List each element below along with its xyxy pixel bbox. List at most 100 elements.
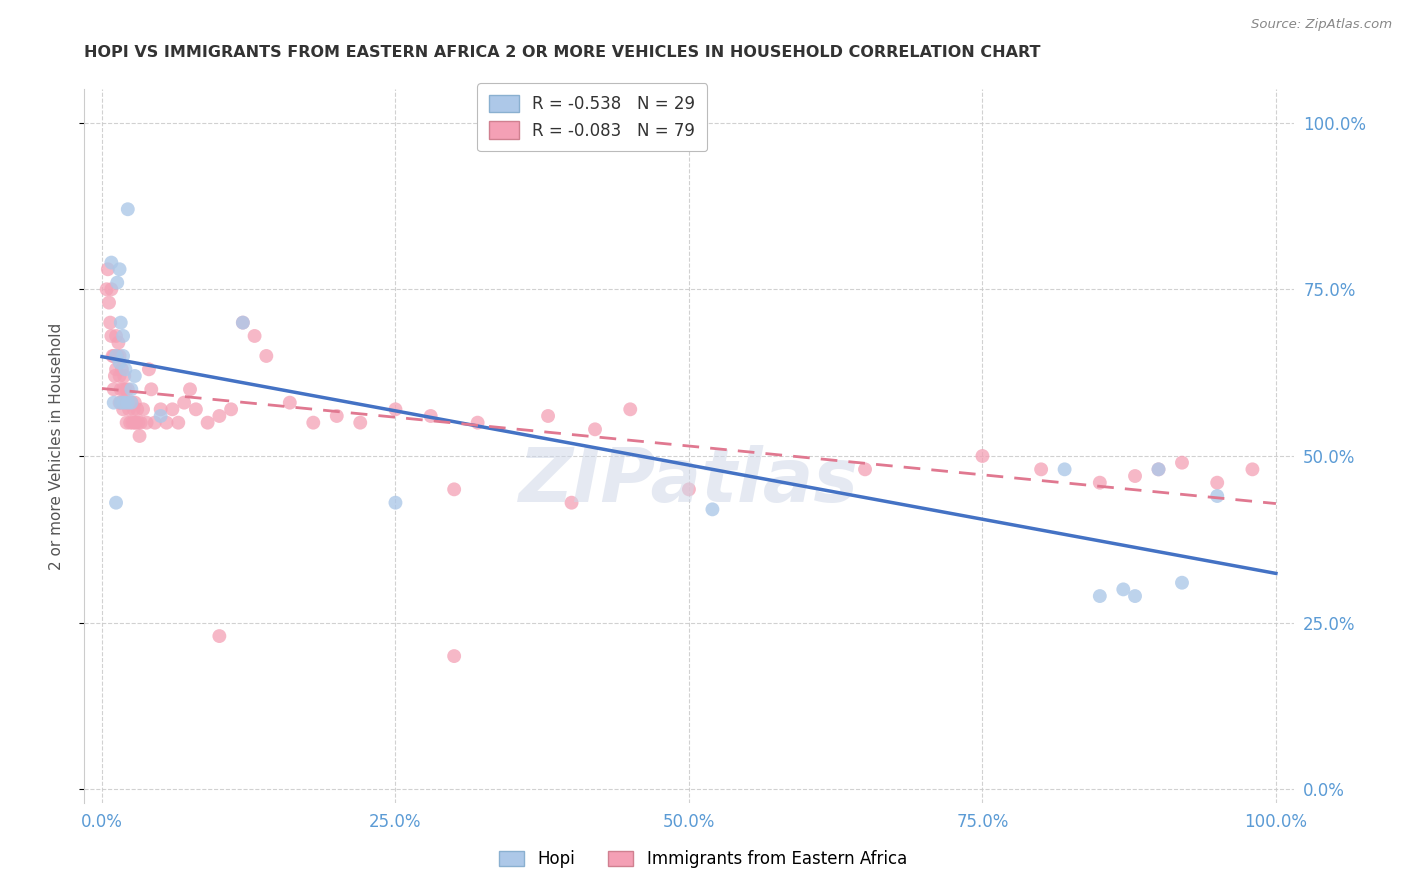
Point xyxy=(98,295,121,310)
Point xyxy=(384,402,406,417)
Text: HOPI VS IMMIGRANTS FROM EASTERN AFRICA 2 OR MORE VEHICLES IN HOUSEHOLD CORRELATI: HOPI VS IMMIGRANTS FROM EASTERN AFRICA 2… xyxy=(84,45,1040,60)
Point xyxy=(149,409,172,423)
Point xyxy=(443,649,465,664)
Point xyxy=(127,416,149,430)
Point xyxy=(108,349,131,363)
Point xyxy=(132,402,155,417)
Point xyxy=(1206,475,1229,490)
Point xyxy=(1206,489,1229,503)
Point xyxy=(117,382,139,396)
Text: Source: ZipAtlas.com: Source: ZipAtlas.com xyxy=(1251,18,1392,31)
Point xyxy=(278,395,301,409)
Point xyxy=(120,382,142,396)
Point xyxy=(155,416,177,430)
Point xyxy=(117,202,139,217)
Point xyxy=(100,282,122,296)
Point xyxy=(129,416,152,430)
Point xyxy=(105,349,128,363)
Point xyxy=(1241,462,1264,476)
Point xyxy=(112,395,135,409)
Point xyxy=(143,416,166,430)
Point xyxy=(128,429,150,443)
Point xyxy=(114,395,136,409)
Point xyxy=(1171,575,1194,590)
Point xyxy=(1123,469,1146,483)
Point xyxy=(105,496,128,510)
Point xyxy=(117,395,139,409)
Point xyxy=(167,416,190,430)
Point xyxy=(537,409,560,423)
Point xyxy=(112,329,135,343)
Point xyxy=(619,402,641,417)
Point xyxy=(561,496,583,510)
Point xyxy=(104,368,127,383)
Point xyxy=(110,395,132,409)
Point xyxy=(103,349,125,363)
Point xyxy=(254,349,277,363)
Point xyxy=(120,395,142,409)
Y-axis label: 2 or more Vehicles in Household: 2 or more Vehicles in Household xyxy=(49,322,63,570)
Point xyxy=(443,483,465,497)
Point xyxy=(197,416,219,430)
Point xyxy=(302,416,325,430)
Point xyxy=(232,316,254,330)
Point xyxy=(467,416,489,430)
Point xyxy=(135,416,157,430)
Text: ZIPatlas: ZIPatlas xyxy=(519,445,859,518)
Point xyxy=(111,362,134,376)
Point xyxy=(124,395,146,409)
Point xyxy=(127,402,149,417)
Point xyxy=(112,382,135,396)
Point xyxy=(108,262,131,277)
Point xyxy=(583,422,606,436)
Point xyxy=(125,416,148,430)
Point xyxy=(100,255,122,269)
Point xyxy=(349,416,371,430)
Point xyxy=(105,329,128,343)
Point xyxy=(1147,462,1170,476)
Point xyxy=(108,368,131,383)
Point xyxy=(326,409,349,423)
Point xyxy=(138,362,160,376)
Point xyxy=(108,356,131,370)
Point xyxy=(162,402,184,417)
Point xyxy=(702,502,724,516)
Point xyxy=(105,276,128,290)
Point xyxy=(232,316,254,330)
Point xyxy=(105,362,128,376)
Point xyxy=(112,402,135,417)
Point xyxy=(208,409,231,423)
Point xyxy=(115,416,138,430)
Point xyxy=(173,395,195,409)
Point xyxy=(100,329,122,343)
Legend: Hopi, Immigrants from Eastern Africa: Hopi, Immigrants from Eastern Africa xyxy=(492,844,914,875)
Point xyxy=(1088,475,1111,490)
Point xyxy=(98,316,121,330)
Point xyxy=(678,483,700,497)
Point xyxy=(384,496,406,510)
Point xyxy=(112,349,135,363)
Point xyxy=(108,395,131,409)
Point xyxy=(219,402,242,417)
Point xyxy=(1147,462,1170,476)
Point xyxy=(110,395,132,409)
Point xyxy=(118,402,141,417)
Point xyxy=(124,368,146,383)
Point xyxy=(122,402,145,417)
Point xyxy=(103,382,125,396)
Point xyxy=(114,362,136,376)
Point xyxy=(853,462,876,476)
Point xyxy=(243,329,266,343)
Point xyxy=(114,382,136,396)
Point xyxy=(110,316,132,330)
Point xyxy=(97,262,120,277)
Point xyxy=(110,382,132,396)
Point xyxy=(107,335,129,350)
Point xyxy=(96,282,118,296)
Point xyxy=(117,395,139,409)
Point xyxy=(208,629,231,643)
Legend: R = -0.538   N = 29, R = -0.083   N = 79: R = -0.538 N = 29, R = -0.083 N = 79 xyxy=(478,83,707,152)
Point xyxy=(184,402,207,417)
Point xyxy=(1088,589,1111,603)
Point xyxy=(1053,462,1076,476)
